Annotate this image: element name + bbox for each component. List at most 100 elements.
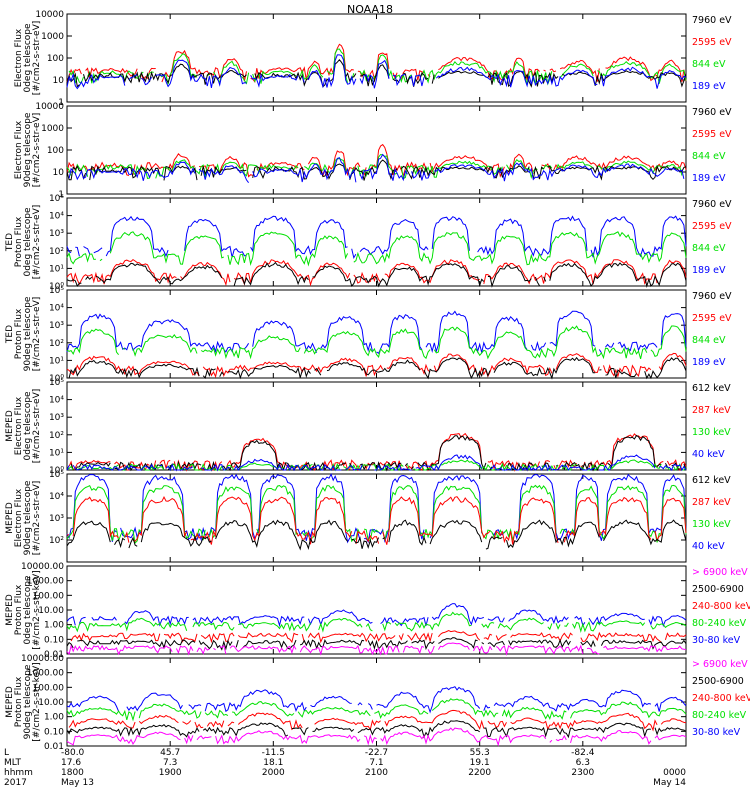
series-line (66, 261, 687, 288)
x-tick-label: 17.6 (61, 758, 81, 768)
legend-entry: 844 eV (692, 59, 726, 70)
y-tick-label: 10.00 (38, 606, 64, 616)
y-tick-label: 10¹ (49, 356, 64, 366)
y-axis-label: 0deg telescope (23, 207, 33, 277)
y-axis-label: MEPED (5, 502, 15, 534)
y-axis-label: [#/cm2-s-str-eV] (32, 481, 42, 556)
y-axis-label: [#/cm2-s-str-eV] (32, 389, 42, 464)
legend-entry: 130 keV (692, 519, 731, 530)
x-tick-label: 2200 (468, 768, 491, 778)
x-axis-row-label: hhmm (4, 768, 33, 778)
x-tick-label: 1900 (159, 768, 182, 778)
y-axis-label: [#/cm2-s-str-keV] (32, 570, 42, 649)
y-tick-label: 10000.00 (21, 654, 64, 664)
y-axis-label: Proton Flux (14, 584, 24, 635)
legend-entry: 40 keV (692, 541, 725, 552)
legend-entry: 287 keV (692, 405, 731, 416)
x-tick-label: -11.5 (262, 748, 285, 758)
legend-entry: 2500-6900 (692, 584, 744, 595)
y-axis-label: TED (5, 233, 15, 252)
y-tick-label: 10³ (49, 413, 64, 423)
legend-entry: 2595 eV (692, 221, 732, 232)
y-axis-label: [#/cm2-s-str-eV] (32, 21, 42, 96)
y-tick-label: 10⁵ (49, 378, 64, 388)
panel-3: 10⁰ 10¹ 10² 10³ 10⁴ 10⁵ TED Proton Flux 0deg tel… (5, 194, 732, 292)
y-tick-label: 100.00 (33, 683, 65, 693)
series-line (66, 54, 687, 90)
y-tick-label: 10² (49, 536, 64, 546)
series-line (66, 215, 687, 260)
y-axis-label: 0deg telescope (23, 23, 33, 93)
y-tick-label: 10⁰ (49, 466, 64, 476)
legend-entry: 844 eV (692, 335, 726, 346)
legend-entry: 130 keV (692, 427, 731, 438)
y-axis-label: [#/cm2-s-str-eV] (32, 297, 42, 372)
legend-entry: 189 eV (692, 357, 726, 368)
legend-entry: 2595 eV (692, 313, 732, 324)
x-tick-label: 2100 (365, 768, 388, 778)
panel-frame (66, 473, 687, 563)
y-axis-label: [#/cm2-s-str-eV] (32, 113, 42, 188)
legend-entry: 7960 eV (692, 291, 732, 302)
y-tick-label: 1 (58, 98, 64, 108)
legend-entry: 80-240 keV (692, 618, 747, 629)
y-tick-label: 1000.00 (27, 577, 64, 587)
y-tick-label: 10⁴ (49, 212, 64, 222)
x-tick-label: 2000 (262, 768, 285, 778)
y-axis-label: TED (5, 325, 15, 344)
y-tick-label: 10² (49, 339, 64, 349)
y-axis-label: MEPED (5, 686, 15, 718)
panel-frame (66, 13, 687, 103)
y-tick-label: 10⁵ (49, 470, 64, 480)
y-axis-label: 90deg telescope (23, 296, 33, 371)
y-axis-label: Electron Flux (14, 396, 24, 455)
y-tick-label: 100 (47, 54, 64, 64)
y-axis-label: MEPED (5, 410, 15, 442)
series-line (66, 473, 687, 544)
series-line (66, 352, 687, 379)
x-tick-label: -80.0 (61, 748, 85, 758)
y-tick-label: 10¹ (49, 448, 64, 458)
series-line (68, 153, 685, 183)
y-axis-label: Proton Flux (14, 676, 24, 727)
panel-frame (66, 105, 687, 195)
series-line (66, 454, 687, 472)
series-line (66, 519, 687, 551)
y-tick-label: 10⁴ (49, 492, 64, 502)
panel-5: 10⁰ 10¹ 10² 10³ 10⁴ 10⁵ MEPED Electron Flux 0deg… (5, 378, 731, 476)
x-tick-label: 55.3 (470, 748, 490, 758)
x-tick-label: 7.3 (163, 758, 177, 768)
legend-entry: 30-80 keV (692, 727, 741, 738)
y-tick-label: 1000 (41, 124, 64, 134)
panel-6: 10² 10³ 10⁴ 10⁵ MEPED Electron Flux 90deg tele… (5, 470, 731, 563)
y-tick-label: 10⁰ (49, 374, 64, 384)
series-line (66, 698, 687, 722)
y-tick-label: 10.00 (38, 698, 64, 708)
y-tick-label: 10⁰ (49, 282, 64, 292)
legend-entry: 80-240 keV (692, 710, 747, 721)
x-tick-label: 18.1 (263, 758, 283, 768)
y-tick-label: 10 (53, 168, 65, 178)
y-tick-label: 0.01 (44, 650, 64, 660)
legend-entry: 30-80 keV (692, 635, 741, 646)
x-tick-label: 19.1 (470, 758, 490, 768)
x-tick-label: 7.1 (369, 758, 383, 768)
x-tick-label: 45.7 (160, 748, 180, 758)
y-tick-label: 100 (47, 146, 64, 156)
y-tick-label: 0.10 (44, 727, 64, 737)
y-tick-label: 10² (49, 247, 64, 257)
y-tick-label: 10² (49, 431, 64, 441)
x-axis-row-label: L (4, 748, 9, 758)
legend-entry: 612 keV (692, 475, 731, 486)
y-axis-label: Electron Flux (14, 120, 24, 179)
legend-entry: 189 eV (692, 265, 726, 276)
y-tick-label: 10000.00 (21, 562, 64, 572)
legend-entry: 7960 eV (692, 15, 732, 26)
panel-4: 10⁰ 10¹ 10² 10³ 10⁴ 10⁵ TED Proton Flux 90deg te… (5, 286, 732, 384)
series-line (66, 720, 687, 739)
legend-entry: 2500-6900 (692, 676, 744, 687)
legend-entry: 189 eV (692, 173, 726, 184)
